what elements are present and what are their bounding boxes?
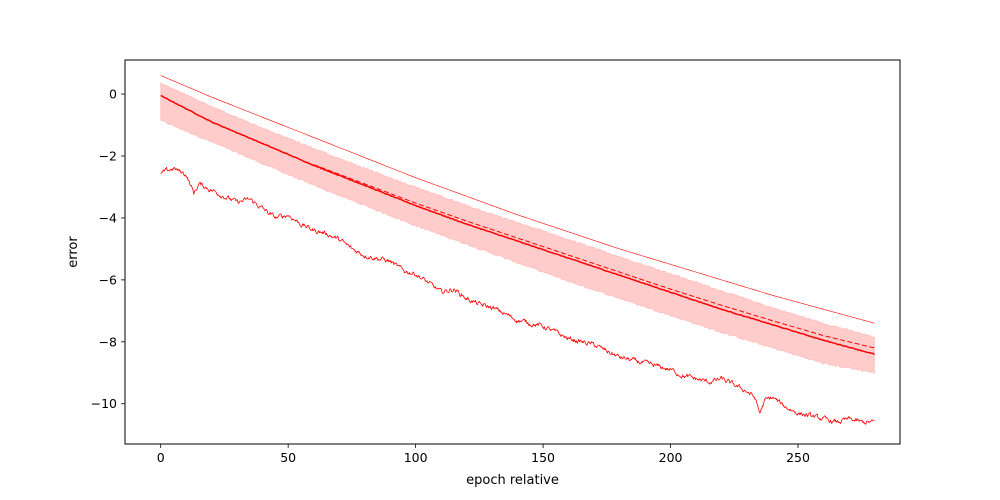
x-tick-label: 200 — [659, 450, 683, 465]
y-tick-label: −2 — [99, 149, 117, 164]
y-tick-label: −4 — [99, 210, 117, 225]
x-axis-label: epoch relative — [466, 473, 559, 488]
y-tick-label: −10 — [91, 396, 117, 411]
x-tick-label: 0 — [157, 450, 165, 465]
confidence-band — [160, 82, 875, 375]
axis-ticks: 0 50 100 150 200 250 0 −2 −4 −6 −8 −10 — [91, 87, 810, 465]
plot-frame — [124, 59, 901, 445]
series-line-noisy — [160, 166, 875, 425]
x-tick-label: 100 — [404, 450, 428, 465]
x-tick-label: 150 — [531, 450, 555, 465]
series-line-thin — [160, 75, 875, 324]
series-line-dashed — [313, 164, 875, 349]
y-tick-label: −8 — [99, 334, 117, 349]
x-tick-label: 50 — [280, 450, 296, 465]
y-tick-label: −6 — [99, 272, 117, 287]
plot-area — [160, 75, 875, 425]
y-axis-label: error — [66, 236, 81, 268]
y-tick-label: 0 — [109, 87, 117, 102]
series-line-solid — [160, 94, 875, 356]
x-tick-label: 250 — [786, 450, 810, 465]
